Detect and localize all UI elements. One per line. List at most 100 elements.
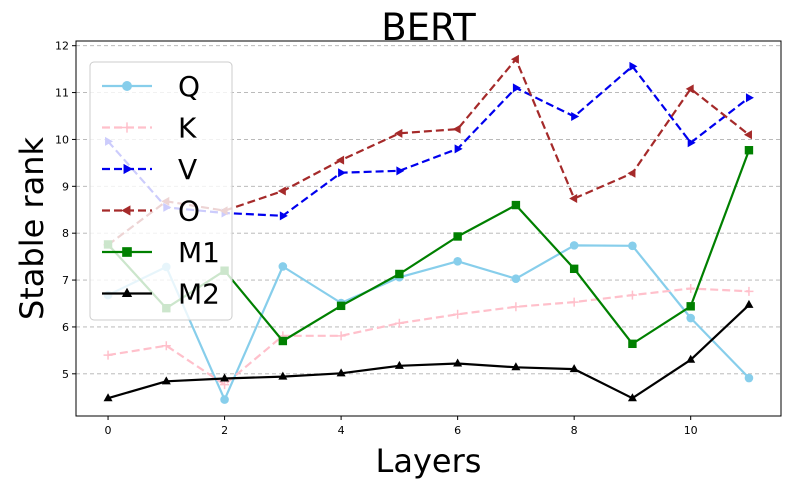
series-lines: [103, 54, 754, 404]
data-point-m2: [569, 364, 579, 373]
data-point-m2: [394, 360, 404, 369]
data-point-v: [512, 83, 521, 93]
data-point-m1: [336, 301, 346, 311]
data-point-m2: [278, 371, 288, 380]
data-point-q: [686, 313, 695, 323]
legend-marker-o: [121, 205, 131, 216]
x-tick-label: 0: [105, 424, 112, 437]
data-point-q: [744, 373, 754, 383]
x-tick-label: 2: [221, 424, 228, 437]
data-point-v: [629, 61, 638, 71]
data-point-m1: [628, 339, 637, 349]
legend-label: M2: [178, 278, 220, 311]
data-point-k: [686, 284, 696, 293]
data-point-k: [336, 331, 346, 341]
data-point-o: [336, 155, 345, 165]
data-point-v: [338, 168, 347, 178]
data-point-v: [745, 93, 754, 103]
plot-frame: [75, 40, 782, 417]
data-point-q: [569, 241, 579, 250]
data-point-o: [685, 84, 694, 94]
x-tick-label: 6: [454, 424, 461, 437]
y-axis-label: Stable rank: [13, 136, 51, 320]
data-point-q: [278, 262, 288, 271]
axis-ticks: 5 6 7 8 9 10 11 12 0 2 4 6 8 10: [55, 40, 698, 437]
data-point-k: [453, 309, 463, 319]
gridlines: [76, 45, 781, 375]
data-point-v: [687, 138, 696, 148]
legend-item: K: [102, 112, 197, 145]
data-point-m2: [161, 376, 171, 385]
data-point-k: [627, 290, 637, 300]
legend-item: Q: [102, 70, 200, 103]
data-point-m2: [744, 299, 754, 308]
data-point-k: [511, 302, 521, 312]
data-point-m1: [278, 336, 288, 346]
data-point-m1: [395, 269, 404, 279]
data-point-m1: [686, 302, 695, 311]
y-tick-label: 8: [62, 227, 69, 240]
data-point-m1: [511, 200, 521, 210]
data-point-m2: [336, 368, 346, 377]
series-m2: [103, 299, 754, 402]
data-point-o: [394, 128, 403, 138]
legend-marker-k: [121, 122, 133, 133]
data-point-o: [627, 168, 636, 178]
data-point-m1: [453, 232, 462, 241]
data-point-o: [277, 186, 286, 196]
data-point-v: [454, 144, 463, 154]
x-tick-label: 10: [684, 424, 698, 437]
legend-marker-m2: [121, 287, 133, 297]
legend-item: O: [102, 195, 200, 228]
y-tick-label: 5: [62, 368, 69, 381]
data-point-m2: [627, 393, 637, 402]
y-tick-label: 9: [62, 180, 69, 193]
data-point-m2: [453, 358, 463, 367]
y-tick-label: 11: [55, 87, 69, 100]
data-point-m1: [569, 264, 579, 274]
legend-label: K: [178, 112, 197, 145]
y-tick-label: 6: [62, 321, 69, 334]
data-point-v: [396, 166, 405, 176]
data-point-o: [569, 194, 578, 203]
data-point-m2: [103, 393, 113, 402]
x-tick-label: 8: [571, 424, 578, 437]
data-point-m2: [686, 354, 696, 363]
series-line-m2: [107, 304, 750, 400]
y-tick-label: 10: [55, 133, 69, 146]
data-point-o: [452, 124, 461, 134]
data-point-k: [220, 380, 230, 390]
data-point-k: [394, 318, 404, 328]
legend-label: M1: [178, 236, 220, 269]
legend-marker-v: [123, 163, 133, 175]
x-axis-label: Layers: [376, 442, 482, 480]
data-point-o: [510, 54, 519, 64]
data-point-k: [161, 341, 171, 351]
legend-item: M2: [102, 278, 220, 311]
legend-item: V: [102, 153, 197, 186]
data-point-k: [569, 297, 579, 307]
y-tick-label: 12: [55, 40, 69, 53]
legend-marker-m1: [122, 247, 132, 257]
data-point-q: [628, 241, 637, 251]
x-tick-label: 4: [338, 424, 345, 437]
legend-marker-q: [122, 81, 132, 91]
legend-label: O: [178, 195, 200, 228]
data-point-m2: [220, 373, 230, 382]
data-point-k: [744, 286, 754, 296]
data-point-v: [571, 111, 580, 121]
data-point-m2: [511, 362, 521, 371]
data-point-o: [743, 130, 752, 140]
data-point-q: [511, 274, 521, 283]
data-point-v: [279, 211, 288, 221]
data-point-q: [453, 257, 462, 266]
chart-title: BERT: [381, 6, 476, 49]
legend-label: Q: [178, 70, 200, 103]
data-point-k: [103, 350, 113, 360]
legend-label: V: [178, 153, 197, 186]
series-line-k: [107, 287, 750, 386]
series-line-q: [107, 244, 750, 401]
